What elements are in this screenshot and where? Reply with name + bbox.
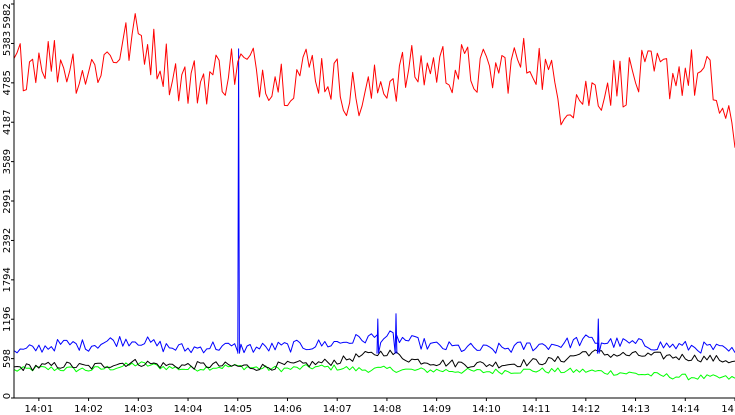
y-tick-label: 0 <box>2 393 13 399</box>
x-tick-label: 14:13 <box>621 404 650 415</box>
series-line <box>13 349 735 371</box>
y-tick-label: 4187 <box>2 109 13 134</box>
x-tick-label: 14:12 <box>571 404 600 415</box>
series-group <box>13 13 735 381</box>
x-tick-label: 14 <box>721 404 734 415</box>
series-line <box>13 48 735 354</box>
x-tick-label: 14:06 <box>273 404 302 415</box>
y-tick-label: 5383 <box>2 31 13 56</box>
x-tick-label: 14:05 <box>223 404 252 415</box>
x-tick-label: 14:10 <box>472 404 501 415</box>
x-tick-label: 14:02 <box>74 404 103 415</box>
y-tick-label: 1196 <box>2 306 13 331</box>
y-tick-label: 598 <box>2 349 13 368</box>
x-tick-label: 14:04 <box>174 404 203 415</box>
series-line <box>13 13 735 148</box>
x-tick-label: 14:09 <box>422 404 451 415</box>
x-tick-label: 14:14 <box>671 404 700 415</box>
x-tick-label: 14:01 <box>24 404 53 415</box>
x-axis-ticks: 14:01 14:02 14:03 14:04 14:05 14:06 14:07 14:08… <box>24 398 735 415</box>
x-tick-label: 14:08 <box>373 404 402 415</box>
x-tick-label: 14:11 <box>522 404 551 415</box>
y-tick-label: 4785 <box>2 70 13 95</box>
y-tick-label: 2392 <box>2 228 13 253</box>
x-tick-label: 14:07 <box>323 404 352 415</box>
y-tick-label: 2991 <box>2 188 13 213</box>
x-tick-label: 14:03 <box>124 404 153 415</box>
y-tick-label: 5982 <box>2 3 13 28</box>
series-line <box>13 361 735 381</box>
y-tick-label: 3589 <box>2 149 13 174</box>
y-tick-label: 1794 <box>2 267 13 292</box>
y-axis-ticks: 0 598 1196 1794 2392 2991 3589 4187 4785 5383 5982 <box>2 3 14 399</box>
